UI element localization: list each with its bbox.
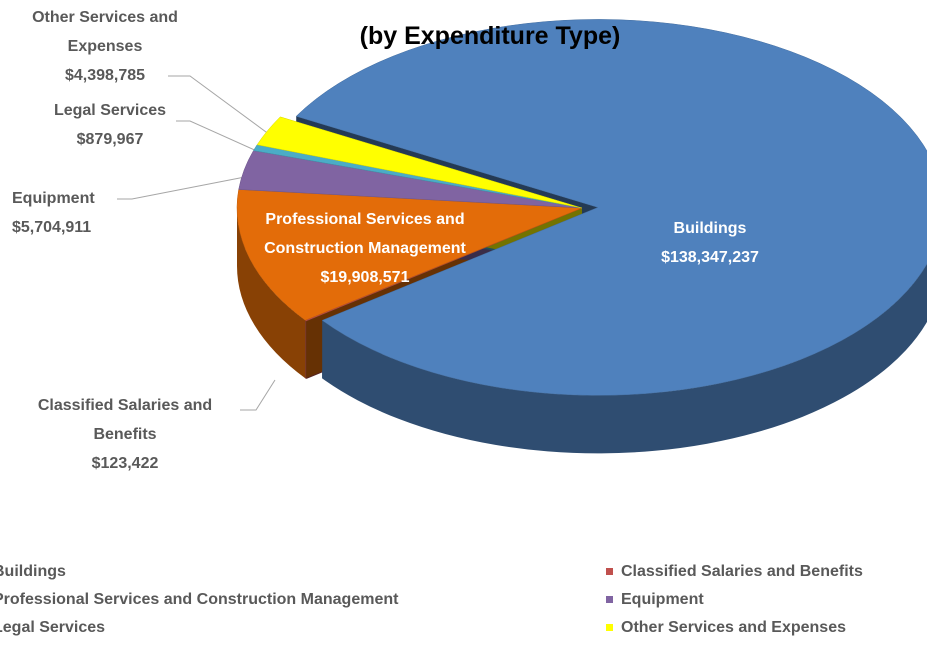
data-label: Classified Salaries and Benefits $123,422 [5, 391, 245, 478]
legend-label: Classified Salaries and Benefits [621, 563, 863, 580]
data-label: Buildings $138,347,237 [590, 214, 830, 272]
leader-line [240, 379, 276, 411]
legend-label: Professional Services and Construction M… [0, 591, 399, 608]
chart-title: (by Expenditure Type) [359, 22, 621, 50]
slice-side [237, 208, 306, 379]
label-value: $138,347,237 [661, 249, 759, 266]
data-label: Other Services and Expenses $4,398,785 [20, 3, 190, 90]
legend-entry: Classified Salaries and Benefits [606, 563, 863, 581]
data-label: Equipment $5,704,911 [0, 184, 142, 242]
legend-entry: Buildings [0, 563, 66, 581]
slice-tops [236, 19, 927, 396]
label-value: $19,908,571 [320, 269, 410, 286]
label-name: Professional Services and Construction M… [264, 211, 466, 257]
data-label: Professional Services and Construction M… [230, 205, 500, 292]
legend-entry: Equipment [606, 591, 704, 609]
legend-label: Buildings [0, 563, 66, 580]
label-value: $5,704,911 [12, 219, 92, 236]
label-name: Classified Salaries and Benefits [37, 397, 213, 443]
legend-label: Equipment [621, 591, 704, 608]
label-value: $879,967 [76, 131, 144, 148]
label-name: Buildings [673, 220, 747, 237]
leader-line [168, 75, 286, 147]
label-name: Legal Services [53, 102, 167, 119]
legend-swatch [606, 624, 613, 632]
label-name: Other Services and Expenses [32, 9, 178, 55]
data-label: Legal Services $879,967 [30, 96, 190, 154]
leader-line [117, 175, 251, 200]
slice-side [322, 263, 927, 454]
legend-entry: Professional Services and Construction M… [0, 591, 398, 609]
legend-entry: Other Services and Expenses [606, 619, 846, 637]
pie-slice [256, 116, 583, 209]
label-value: $4,398,785 [64, 67, 146, 84]
leader-line [176, 120, 269, 157]
legend-swatch [606, 596, 613, 604]
legend-label: Other Services and Expenses [621, 619, 846, 636]
legend-entry: Legal Services [0, 619, 105, 637]
pie-slice [295, 19, 927, 396]
label-value: $123,422 [91, 455, 159, 472]
slice-side [305, 320, 307, 379]
label-name: Equipment [12, 190, 95, 207]
legend-label: Legal Services [0, 619, 106, 636]
legend-swatch [606, 568, 613, 576]
pie-slice [236, 189, 583, 321]
